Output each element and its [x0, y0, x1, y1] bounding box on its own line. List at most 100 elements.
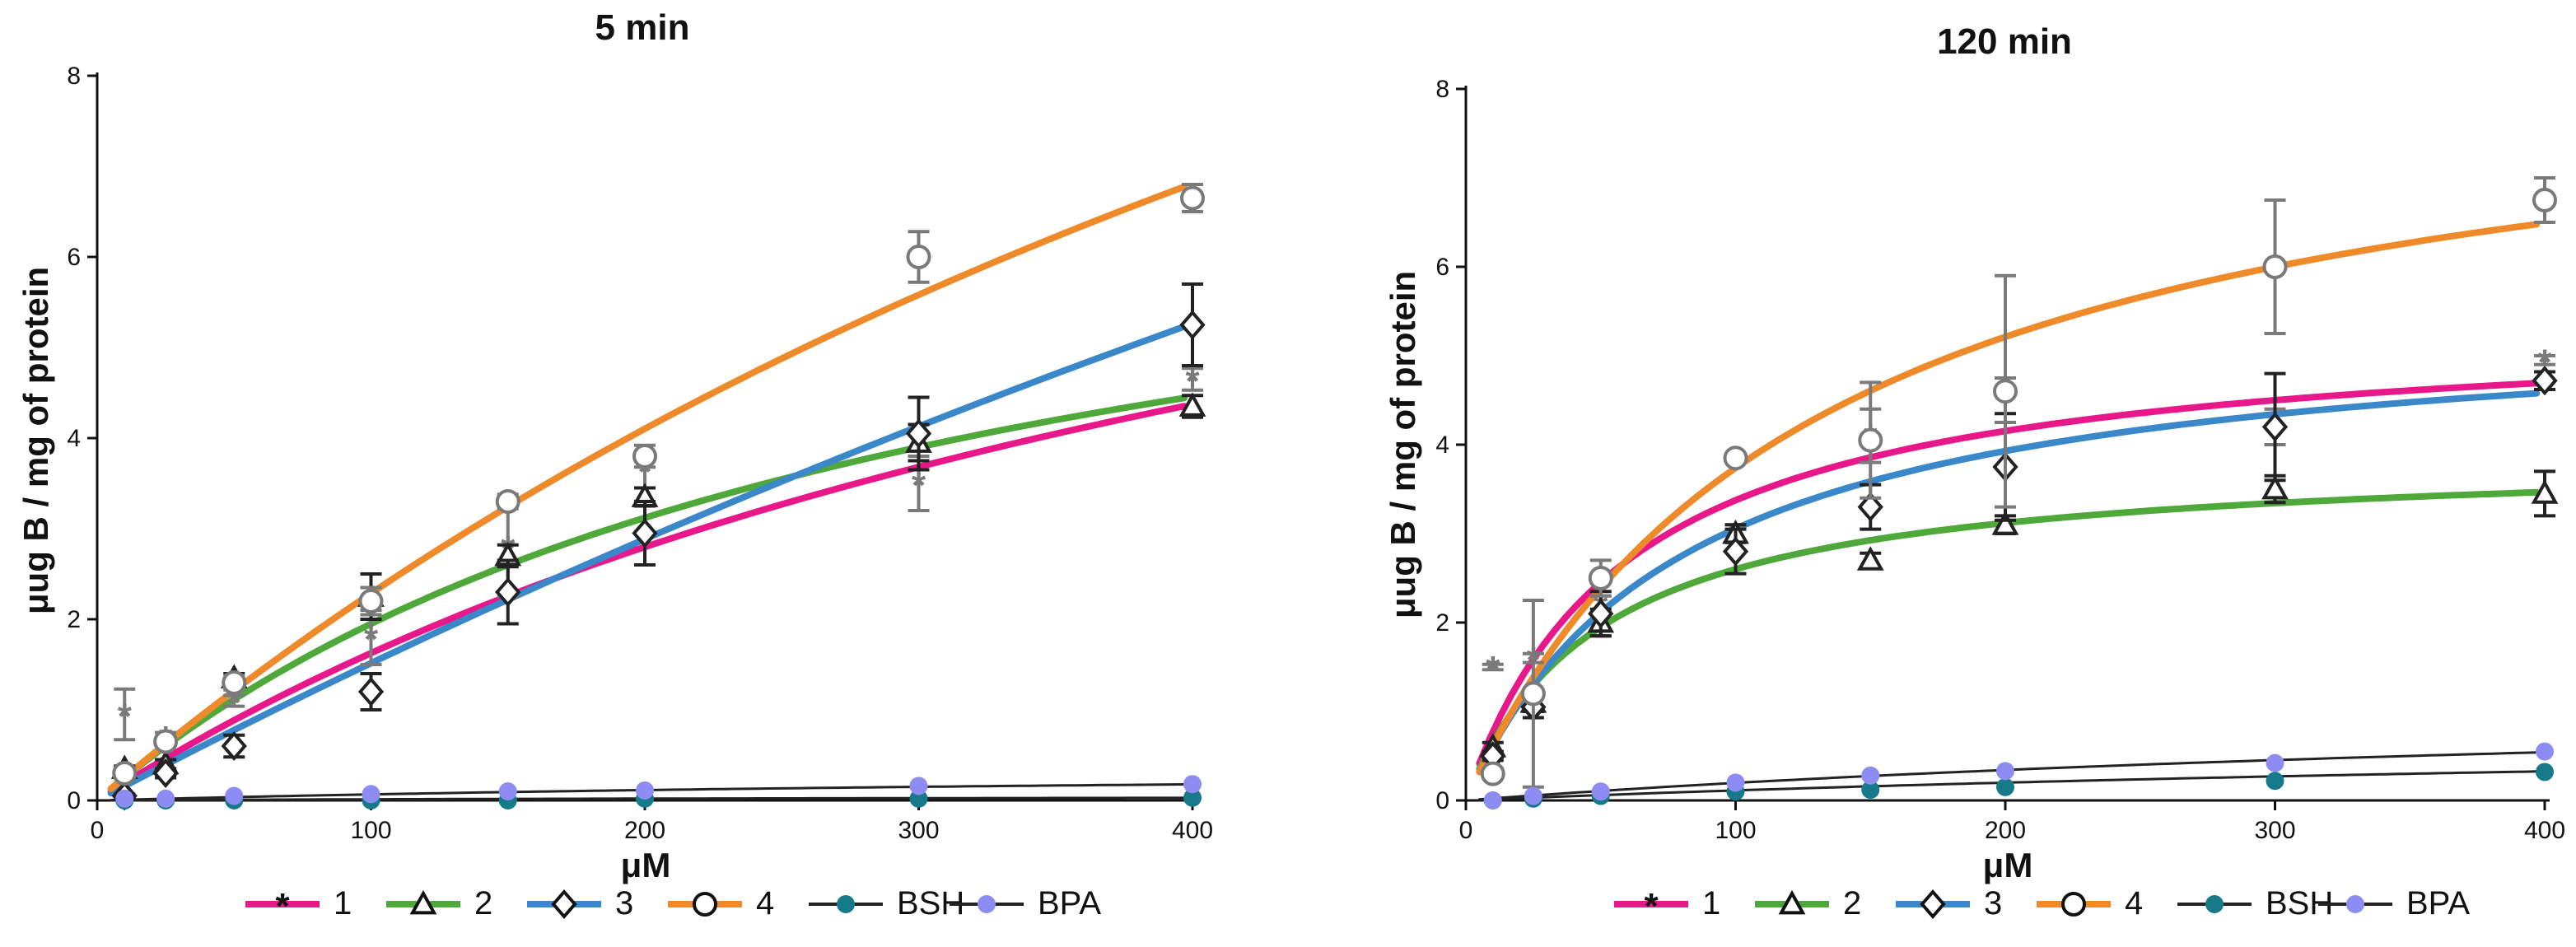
data-point: *	[118, 697, 133, 737]
data-point	[1993, 379, 2018, 404]
legend-item-4: 4	[668, 885, 774, 921]
data-point	[2261, 474, 2289, 500]
data-point	[362, 785, 380, 804]
data-point	[636, 781, 654, 800]
chart-panel-120min: 120 min μug B / mg of protein μM 0 100 200…	[1384, 21, 2565, 926]
data-point	[632, 444, 657, 469]
data-point	[1180, 185, 1205, 211]
data-point	[221, 730, 247, 762]
legend-item-1: * 1	[1614, 885, 1720, 926]
legend-marker	[551, 889, 577, 920]
legend-label: 4	[756, 885, 774, 921]
legend-item-BSH: BSH	[809, 885, 964, 921]
y-tick-label: 8	[67, 63, 81, 90]
data-point	[1178, 392, 1206, 417]
series-3	[111, 282, 1206, 811]
legend-marker	[2205, 895, 2224, 913]
fit-curve-4	[107, 183, 1188, 792]
data-point	[906, 245, 931, 269]
legend-marker	[1778, 889, 1806, 915]
x-tick-label: 0	[91, 817, 105, 844]
y-tick-label: 8	[1435, 76, 1449, 103]
y-axis-label: μug B / mg of protein	[1384, 271, 1422, 618]
x-axis-label: μM	[621, 846, 671, 884]
legend-item-3: 3	[1896, 885, 2002, 921]
y-axis-label: μug B / mg of protein	[16, 267, 55, 614]
legend-marker	[2346, 895, 2364, 913]
data-point	[1722, 536, 1749, 567]
legend-marker	[409, 889, 437, 915]
legend-marker	[2061, 892, 2086, 917]
series-2	[1479, 469, 2559, 758]
data-point: *	[364, 619, 379, 660]
data-point	[153, 729, 179, 754]
series-4	[1480, 176, 2557, 789]
data-point	[1524, 786, 1542, 805]
data-point	[1483, 791, 1502, 809]
axes	[1456, 86, 2550, 810]
data-point	[909, 789, 928, 808]
legend-label: BPA	[1038, 885, 1101, 921]
tick-labels: 0 100 200 300 400 0 2 4 6 8	[1435, 76, 2565, 844]
data-point	[2262, 254, 2288, 279]
data-point	[2266, 753, 2284, 772]
data-point	[112, 761, 138, 786]
x-tick-label: 100	[1715, 817, 1756, 844]
data-point: *	[912, 465, 926, 506]
fit-curve-3	[107, 323, 1188, 797]
data-point	[357, 676, 385, 707]
data-point: *	[1185, 362, 1200, 402]
data-point	[498, 782, 517, 800]
data-points: ********	[110, 183, 1206, 811]
x-tick-label: 300	[2254, 817, 2295, 844]
data-point	[1183, 788, 1202, 807]
data-point	[1591, 782, 1610, 801]
data-point	[2536, 763, 2554, 781]
data-point	[1861, 781, 1880, 800]
data-point	[222, 670, 247, 695]
data-point	[1858, 427, 1883, 453]
y-tick-label: 4	[67, 425, 81, 452]
legend-label: BPA	[2406, 885, 2470, 921]
data-point	[115, 789, 134, 808]
x-tick-label: 100	[350, 817, 391, 844]
legend-label: 2	[474, 885, 492, 921]
data-point	[2532, 366, 2558, 396]
data-point	[1588, 599, 1614, 629]
legend-marker	[1920, 889, 1946, 920]
series-BPA	[1483, 742, 2554, 809]
x-tick-label: 200	[1985, 817, 2026, 844]
data-point	[905, 418, 932, 449]
data-point	[1996, 762, 2014, 781]
legend-label: 2	[1843, 885, 1861, 921]
data-point	[358, 589, 384, 613]
legend-item-BPA: BPA	[2318, 885, 2470, 921]
data-point	[495, 576, 521, 608]
legend-item-2: 2	[1755, 885, 1861, 921]
x-tick-label: 400	[2524, 817, 2565, 844]
x-tick-label: 300	[898, 817, 939, 844]
legend-item-BSH: BSH	[2177, 885, 2333, 921]
data-point	[2261, 412, 2289, 442]
data-point	[2532, 188, 2557, 212]
legend-item-BPA: BPA	[950, 885, 1101, 921]
legend-item-1: * 1	[245, 885, 352, 926]
fit-curves	[1476, 221, 2541, 801]
legend-marker: *	[1644, 886, 1659, 926]
legend-label: 1	[334, 885, 352, 921]
data-point	[1520, 681, 1546, 707]
data-points: ********	[1479, 176, 2559, 809]
legend-marker	[693, 892, 717, 917]
fit-curve-3	[1476, 390, 2541, 776]
fit-curve-1	[107, 403, 1188, 795]
fit-curve-2	[107, 394, 1188, 792]
legend-label: 4	[2125, 885, 2143, 921]
legend-label: 3	[1984, 885, 2002, 921]
data-point	[909, 777, 928, 795]
data-point	[632, 518, 658, 548]
data-point	[1726, 773, 1745, 792]
legend: * 1 2 3 4 BSH BPA	[1614, 885, 2470, 926]
data-point	[1723, 446, 1748, 471]
series-4	[112, 183, 1205, 786]
legend-label: 3	[615, 885, 633, 921]
